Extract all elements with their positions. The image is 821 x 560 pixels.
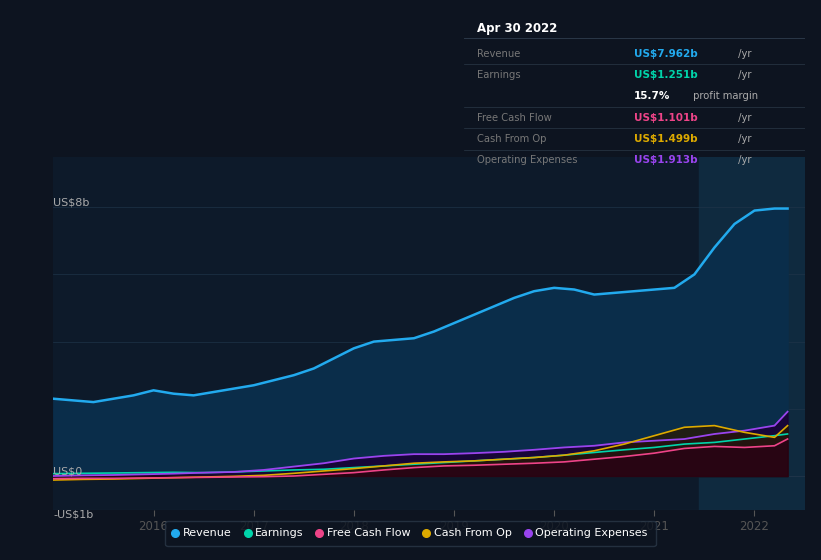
Text: /yr: /yr	[736, 113, 752, 123]
Text: Free Cash Flow: Free Cash Flow	[478, 113, 553, 123]
Text: Earnings: Earnings	[478, 70, 521, 80]
Text: 15.7%: 15.7%	[635, 91, 671, 101]
Text: Operating Expenses: Operating Expenses	[478, 155, 578, 165]
Text: Cash From Op: Cash From Op	[478, 134, 547, 144]
Text: /yr: /yr	[736, 49, 752, 59]
Text: Apr 30 2022: Apr 30 2022	[478, 22, 557, 35]
Bar	[699, 157, 805, 510]
Text: /yr: /yr	[736, 134, 752, 144]
Legend: Revenue, Earnings, Free Cash Flow, Cash From Op, Operating Expenses: Revenue, Earnings, Free Cash Flow, Cash …	[166, 521, 655, 546]
Text: Revenue: Revenue	[478, 49, 521, 59]
Text: -US$1b: -US$1b	[53, 510, 94, 520]
Text: US$8b: US$8b	[53, 197, 89, 207]
Text: /yr: /yr	[736, 155, 752, 165]
Text: profit margin: profit margin	[690, 91, 759, 101]
Text: US$7.962b: US$7.962b	[635, 49, 698, 59]
Text: US$1.251b: US$1.251b	[635, 70, 698, 80]
Text: US$1.101b: US$1.101b	[635, 113, 698, 123]
Text: US$1.913b: US$1.913b	[635, 155, 698, 165]
Text: US$0: US$0	[53, 466, 83, 476]
Text: /yr: /yr	[736, 70, 752, 80]
Text: US$1.499b: US$1.499b	[635, 134, 698, 144]
